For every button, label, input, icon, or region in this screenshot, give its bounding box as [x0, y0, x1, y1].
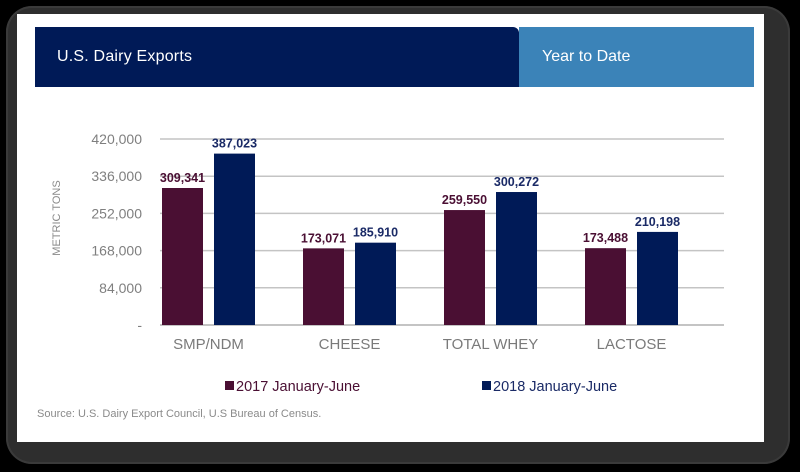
chart-header: U.S. Dairy Exports Year to Date	[35, 27, 754, 87]
legend-label: 2018 January-June	[493, 379, 617, 395]
legend-label: 2017 January-June	[236, 379, 360, 395]
header-subtitle: Year to Date	[519, 27, 754, 87]
bar	[637, 231, 678, 325]
value-label: 173,071	[301, 231, 346, 245]
x-tick-label: TOTAL WHEY	[443, 336, 539, 353]
y-tick-label: 336,000	[91, 168, 142, 184]
legend-swatch	[225, 381, 234, 390]
x-tick-labels: SMP/NDM CHEESE TOTAL WHEY LACTOSE	[173, 336, 666, 353]
value-labels: 309,341 387,023 173,071 185,910 259,550 300,2…	[160, 137, 680, 246]
bar	[444, 210, 485, 325]
y-axis-label: METRIC TONS	[51, 180, 63, 255]
y-tick-label: 252,000	[91, 205, 142, 221]
x-tick-label: SMP/NDM	[173, 336, 244, 353]
legend: 2017 January-June 2018 January-June	[225, 379, 617, 395]
bar	[162, 188, 203, 325]
header-title: U.S. Dairy Exports	[35, 27, 519, 87]
source-note: Source: U.S. Dairy Export Council, U.S B…	[37, 408, 322, 420]
y-tick-label: 420,000	[91, 131, 142, 147]
value-label: 259,550	[442, 193, 487, 207]
legend-swatch	[482, 381, 491, 390]
value-label: 210,198	[635, 215, 680, 229]
value-label: 173,488	[583, 231, 628, 245]
y-tick-label: 84,000	[99, 280, 142, 296]
y-tick-label: 168,000	[91, 243, 142, 259]
bar	[496, 192, 537, 325]
value-label: 387,023	[212, 137, 257, 151]
value-label: 300,272	[494, 175, 539, 189]
y-tick-labels: - 84,000 168,000 252,000 336,000 420,000	[91, 131, 142, 333]
x-tick-label: LACTOSE	[597, 336, 667, 353]
y-tick-label: -	[137, 317, 142, 333]
x-tick-label: CHEESE	[319, 336, 381, 353]
value-label: 309,341	[160, 171, 205, 185]
bar	[355, 242, 396, 325]
bar	[585, 248, 626, 325]
bar	[303, 248, 344, 325]
bars	[162, 153, 678, 325]
value-label: 185,910	[353, 226, 398, 240]
bar	[214, 153, 255, 325]
